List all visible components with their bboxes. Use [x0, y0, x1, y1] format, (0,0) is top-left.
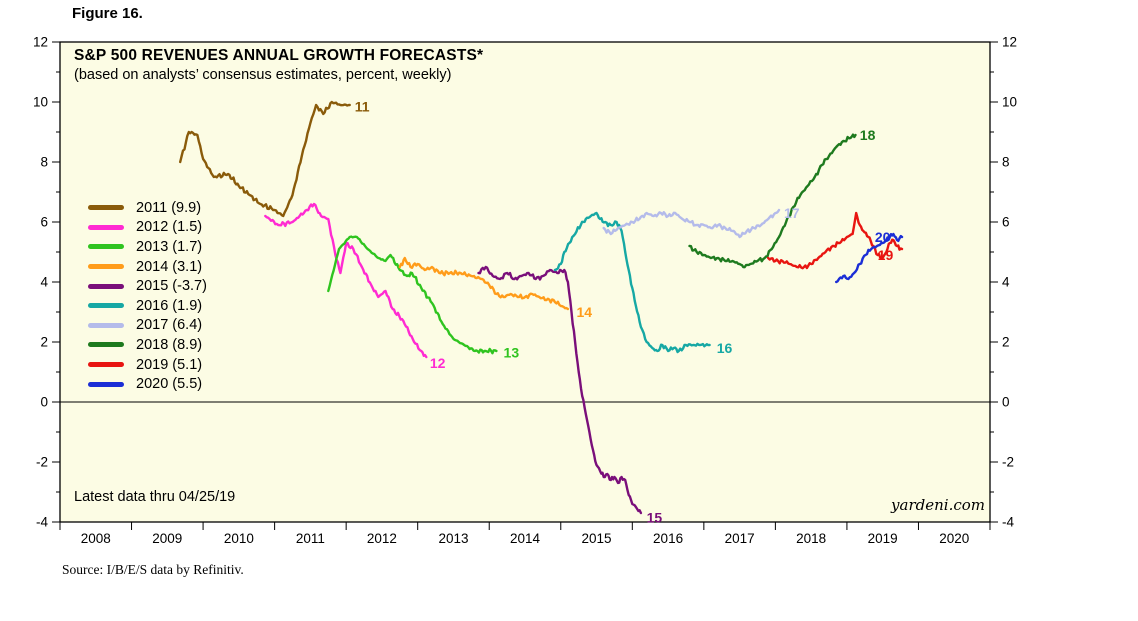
x-axis-label: 2019 [868, 531, 898, 546]
x-axis: 2008 2009 2010 2011 2012 2013 2014 2015 2016 2017… [59, 522, 991, 546]
legend-item-2017: 2017 (6.4) [88, 316, 207, 336]
legend-item-2019: 2019 (5.1) [88, 355, 207, 375]
y-axis-label-left: -2 [36, 455, 48, 470]
series-lines [179, 100, 904, 515]
series-line-2017 [602, 208, 781, 239]
legend-item-2015: 2015 (-3.7) [88, 276, 207, 296]
series-line-2020 [835, 232, 904, 284]
latest-data-note: Latest data thru 04/25/19 [74, 489, 236, 505]
series-line-2019 [767, 211, 904, 270]
legend-label: 2015 (-3.7) [136, 278, 207, 295]
legend-label: 2011 (9.9) [136, 199, 202, 216]
x-axis-label: 2014 [510, 531, 541, 546]
legend-swatch [88, 244, 124, 250]
series-end-label-2019: 19 [878, 247, 894, 263]
watermark-yardeni: yardeni.com [891, 496, 985, 514]
legend-swatch [88, 283, 124, 289]
chart-legend: 2011 (9.9) 2012 (1.5) 2013 (1.7) 2014 (3.1)… [88, 198, 207, 394]
series-line-2013 [327, 235, 498, 355]
x-axis-label: 2020 [939, 531, 969, 546]
chart-title: S&P 500 REVENUES ANNUAL GROWTH FORECASTS… [74, 47, 484, 64]
y-axis-label-left: 10 [33, 95, 48, 110]
y-axis-label-left: -4 [36, 515, 48, 530]
y-axis-label-left: 0 [40, 395, 48, 410]
series-end-labels: 11 12 13 14 15 16 17 18 19 20 [355, 99, 894, 526]
legend-item-2016: 2016 (1.9) [88, 296, 207, 316]
legend-swatch [88, 342, 124, 348]
y-axis-label-right: 0 [1002, 395, 1010, 410]
x-axis-label: 2009 [152, 531, 182, 546]
legend-label: 2012 (1.5) [136, 219, 203, 236]
series-end-label-2018: 18 [860, 127, 876, 143]
legend-swatch [88, 322, 124, 328]
figure-label: Figure 16. [72, 5, 143, 22]
legend-swatch [88, 264, 124, 270]
y-axis-label-right: 12 [1002, 35, 1017, 50]
series-end-label-2020: 20 [875, 229, 891, 245]
legend-label: 2016 (1.9) [136, 297, 203, 314]
y-axis-label-left: 12 [33, 35, 48, 50]
series-line-2018 [688, 133, 857, 269]
series-line-2011 [179, 100, 351, 218]
y-axis-label-left: 6 [40, 215, 48, 230]
legend-swatch [88, 205, 124, 211]
legend-item-2018: 2018 (8.9) [88, 335, 207, 355]
legend-label: 2020 (5.5) [136, 376, 203, 393]
legend-swatch [88, 381, 124, 387]
x-axis-label: 2015 [582, 531, 612, 546]
y-axis-label-right: -2 [1002, 455, 1014, 470]
x-axis-label: 2017 [725, 531, 755, 546]
y-axis: -4 -4 -2 -2 0 0 2 2 4 4 6 6 8 8 10 10 12 12 [33, 35, 1017, 530]
series-end-label-2016: 16 [717, 340, 733, 356]
x-axis-label: 2013 [438, 531, 468, 546]
legend-item-2011: 2011 (9.9) [88, 198, 207, 218]
legend-item-2012: 2012 (1.5) [88, 218, 207, 238]
legend-label: 2013 (1.7) [136, 238, 203, 255]
legend-item-2013: 2013 (1.7) [88, 237, 207, 257]
series-line-2016 [553, 211, 711, 354]
series-line-2014 [398, 256, 570, 311]
x-axis-label: 2016 [653, 531, 683, 546]
legend-label: 2018 (8.9) [136, 336, 203, 353]
chart-subtitle: (based on analysts’ consensus estimates,… [74, 67, 452, 83]
x-axis-label: 2011 [296, 531, 325, 546]
series-end-label-2014: 14 [577, 304, 593, 320]
y-axis-label-right: 10 [1002, 95, 1017, 110]
source-note: Source: I/B/E/S data by Refinitiv. [62, 562, 244, 577]
legend-item-2020: 2020 (5.5) [88, 374, 207, 394]
series-end-label-2012: 12 [430, 355, 446, 371]
x-axis-label: 2008 [81, 531, 111, 546]
legend-label: 2017 (6.4) [136, 317, 203, 334]
x-axis-label: 2010 [224, 531, 254, 546]
x-axis-label: 2018 [796, 531, 826, 546]
series-end-label-2017: 17 [784, 205, 800, 221]
legend-item-2014: 2014 (3.1) [88, 257, 207, 277]
y-axis-label-right: -4 [1002, 515, 1014, 530]
legend-swatch [88, 224, 124, 230]
y-axis-label-left: 8 [40, 155, 48, 170]
y-axis-label-right: 8 [1002, 155, 1010, 170]
y-axis-label-right: 4 [1002, 275, 1010, 290]
legend-label: 2014 (3.1) [136, 258, 203, 275]
y-axis-label-right: 6 [1002, 215, 1010, 230]
series-end-label-2015: 15 [647, 510, 663, 526]
y-axis-label-left: 4 [40, 275, 48, 290]
series-end-label-2011: 11 [355, 99, 370, 115]
legend-label: 2019 (5.1) [136, 356, 203, 373]
series-end-label-2013: 13 [504, 345, 520, 361]
series-line-2012 [264, 202, 428, 359]
legend-swatch [88, 362, 124, 368]
x-axis-label: 2012 [367, 531, 397, 546]
y-axis-label-right: 2 [1002, 335, 1010, 350]
legend-swatch [88, 303, 124, 309]
y-axis-label-left: 2 [40, 335, 48, 350]
series-line-2015 [477, 265, 643, 515]
